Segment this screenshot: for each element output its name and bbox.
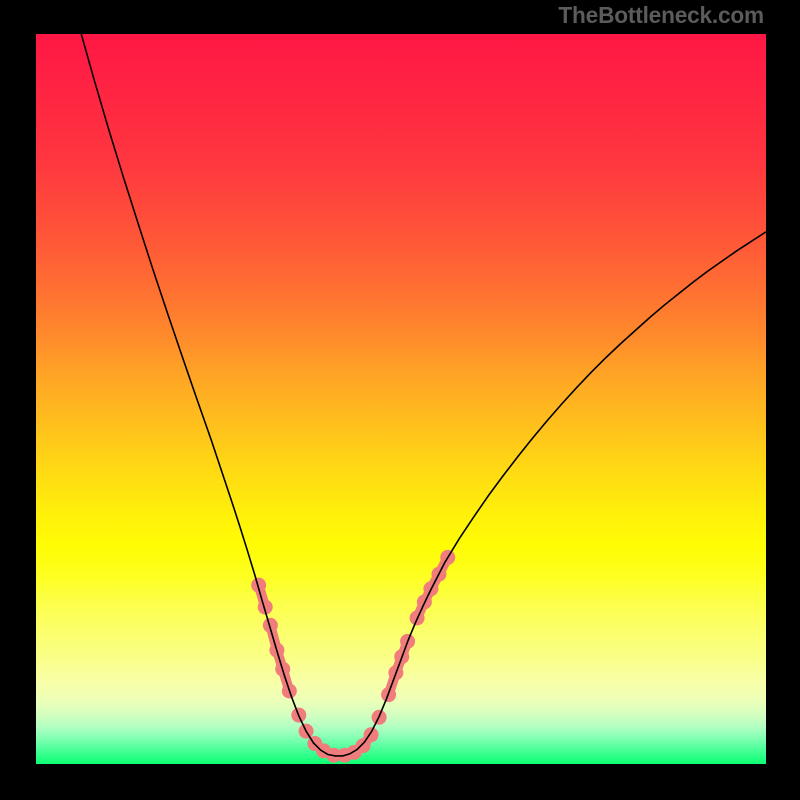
chart-svg [36, 34, 766, 764]
outer-frame: TheBottleneck.com [0, 0, 800, 800]
plot-area [36, 34, 766, 764]
watermark-text: TheBottleneck.com [558, 2, 764, 29]
